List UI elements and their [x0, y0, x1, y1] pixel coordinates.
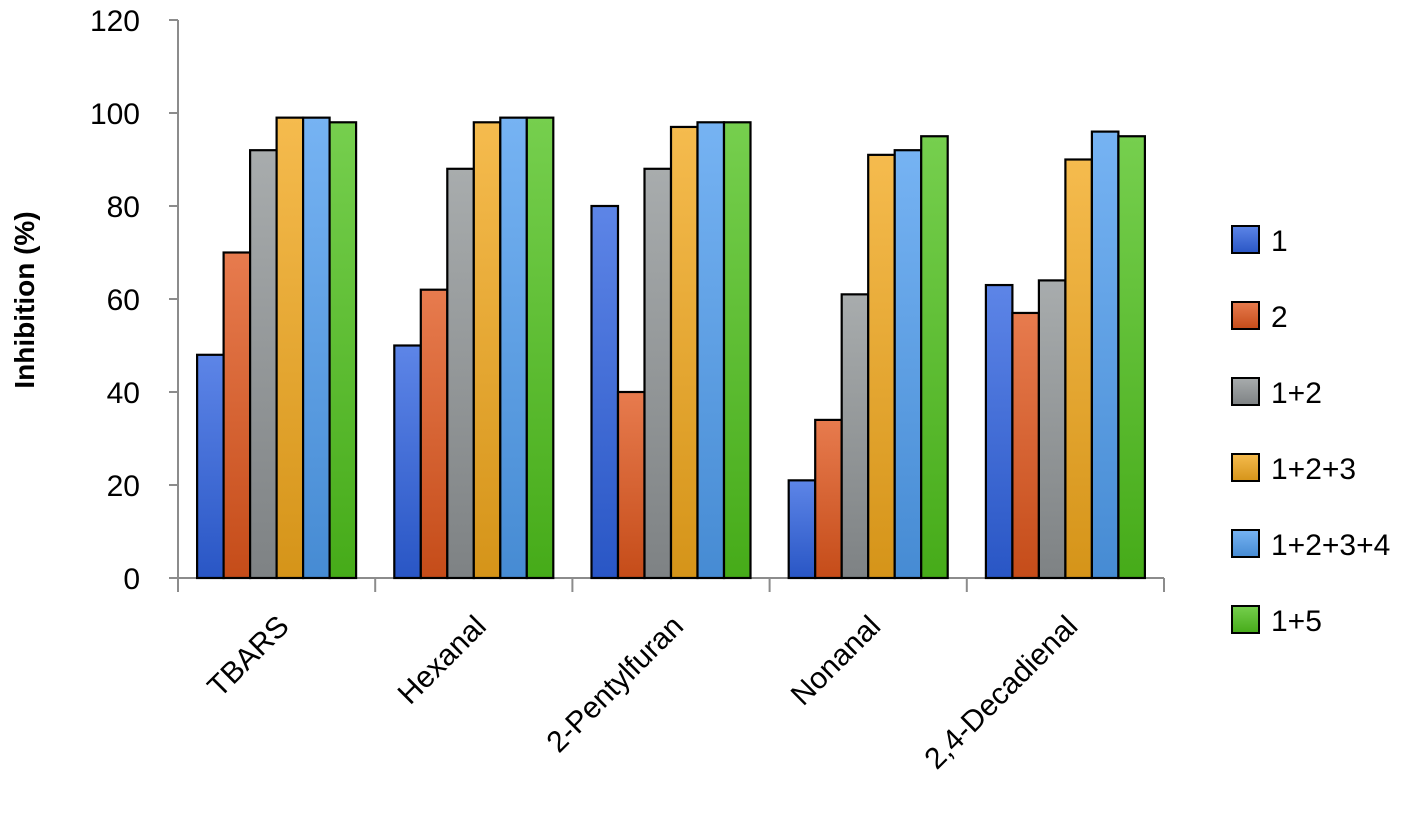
legend-swatch — [1231, 453, 1260, 482]
y-tick-label: 40 — [107, 377, 140, 410]
legend-swatch — [1231, 605, 1260, 634]
bar — [1037, 279, 1067, 580]
legend-label: 1+5 — [1271, 605, 1322, 638]
bar — [419, 288, 449, 580]
bar — [893, 149, 923, 580]
bar — [669, 125, 699, 580]
bar — [222, 251, 252, 580]
bar — [525, 116, 555, 580]
legend-swatch — [1231, 377, 1260, 406]
legend-swatch — [1231, 225, 1260, 254]
legend-label: 2 — [1271, 301, 1288, 334]
y-tick-label: 20 — [107, 470, 140, 503]
bar — [196, 353, 225, 580]
y-tick-label: 80 — [107, 191, 140, 224]
bar — [446, 167, 475, 580]
bar — [616, 390, 646, 580]
bar — [1117, 135, 1147, 580]
x-tick-label: Hexanal — [392, 610, 493, 711]
bar — [984, 283, 1014, 580]
legend: 1 2 1+2 1+2+3 1+2+3+4 1+5 — [1231, 225, 1390, 638]
bar — [275, 116, 305, 580]
y-tick-label: 120 — [90, 5, 140, 38]
bar — [722, 121, 752, 580]
bar — [472, 121, 502, 580]
bar — [1064, 158, 1094, 580]
legend-swatch — [1231, 529, 1260, 558]
x-tick-label: Nonanal — [785, 610, 887, 712]
y-axis-title: Inhibition (%) — [9, 211, 40, 388]
bar — [328, 121, 358, 580]
legend-label: 1+2+3+4 — [1271, 529, 1390, 562]
legend-swatch — [1231, 301, 1260, 330]
x-tick-label: 2,4-Decadienal — [918, 610, 1084, 776]
x-tick-label: 2-Pentylfuran — [540, 610, 690, 760]
bar — [643, 167, 673, 580]
x-axis: TBARS Hexanal 2-Pentylfuran Nonanal 2,4-Deca… — [177, 577, 1165, 776]
bar — [393, 344, 422, 580]
y-tick-label: 60 — [107, 284, 140, 317]
bar — [499, 116, 528, 580]
legend-label: 1 — [1271, 225, 1288, 258]
y-axis: 0 20 40 60 80 100 120 — [90, 5, 179, 596]
y-tick-label: 100 — [90, 98, 140, 131]
bar — [590, 204, 620, 580]
bar — [696, 121, 726, 580]
legend-label: 1+2+3 — [1271, 453, 1356, 486]
bars — [196, 116, 1147, 580]
y-tick-label: 0 — [123, 563, 140, 596]
x-tick-label: TBARS — [201, 610, 295, 704]
bar — [1090, 130, 1120, 580]
bar — [840, 293, 870, 580]
legend-label: 1+2 — [1271, 377, 1322, 410]
bar — [920, 135, 949, 580]
bar — [867, 153, 896, 580]
bar — [249, 149, 278, 580]
bar — [814, 418, 843, 580]
bar — [787, 479, 817, 580]
bar — [302, 116, 331, 580]
bar — [1011, 311, 1041, 580]
